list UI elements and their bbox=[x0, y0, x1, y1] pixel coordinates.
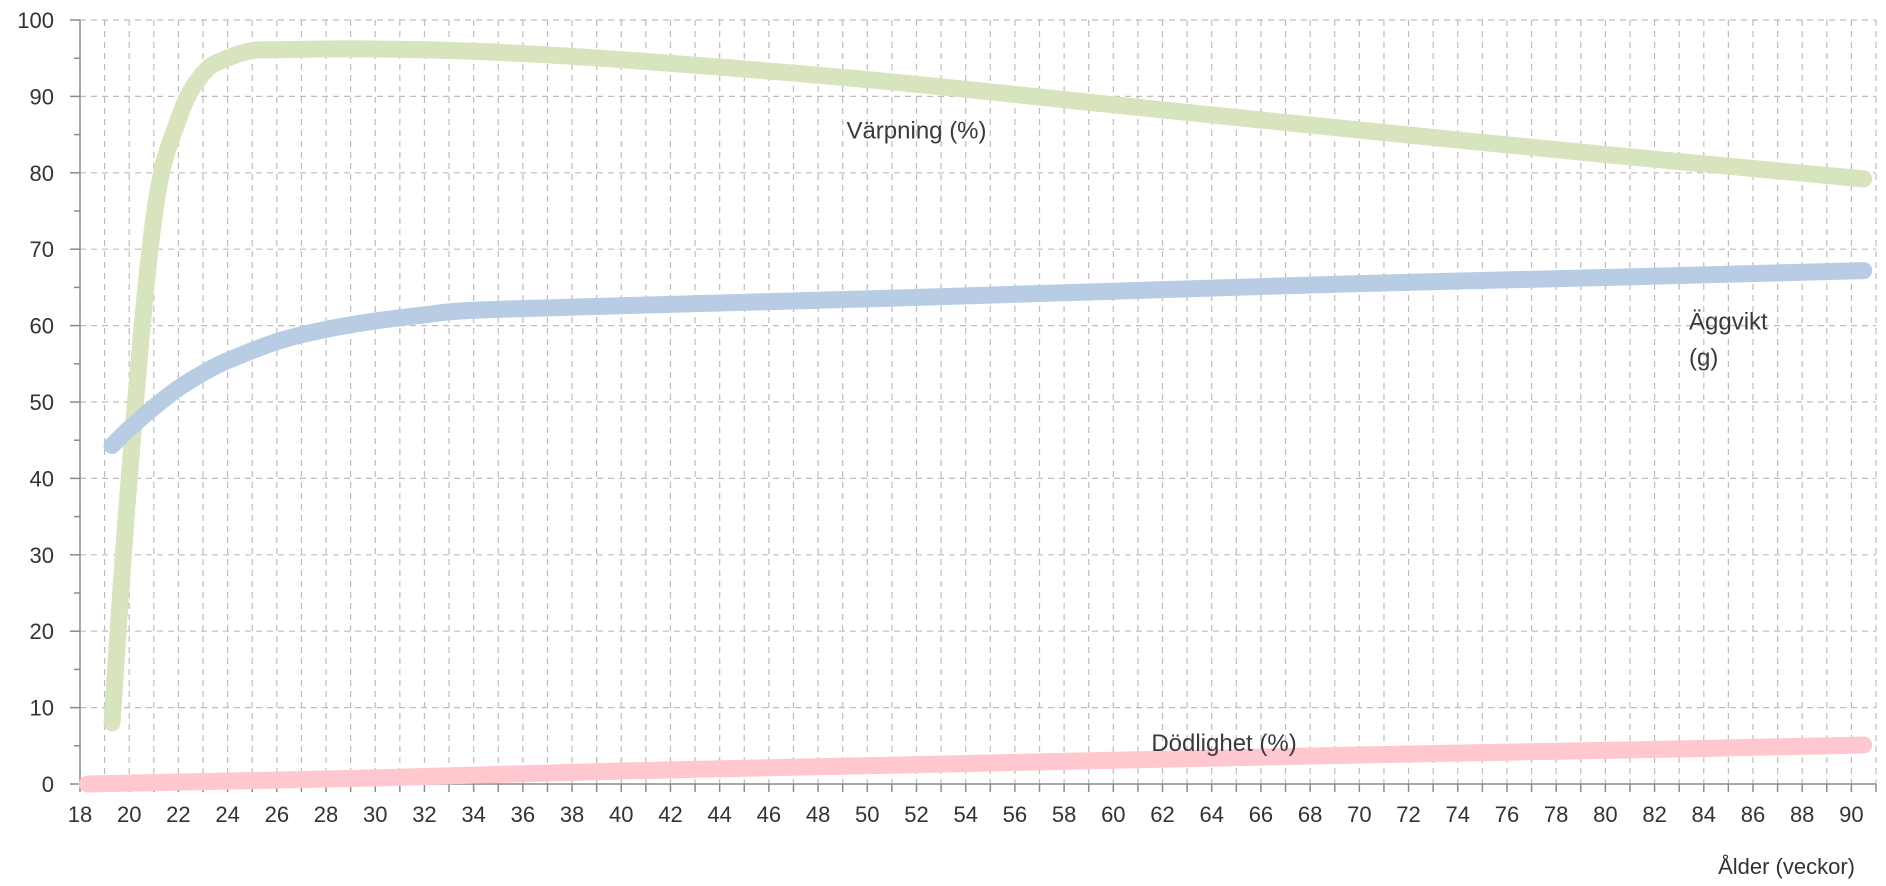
y-tick-label: 10 bbox=[30, 696, 54, 721]
y-tick-label: 100 bbox=[17, 8, 54, 33]
x-tick-label: 72 bbox=[1396, 802, 1420, 827]
x-tick-label: 36 bbox=[511, 802, 535, 827]
x-tick-label: 50 bbox=[855, 802, 879, 827]
x-tick-label: 90 bbox=[1839, 802, 1863, 827]
series-line-dodlighet bbox=[78, 736, 1873, 793]
x-axis-ticks: 18 20 22 24 26 28 30 32 34 36 38 40 42 44 46 48 50 52 54 56… bbox=[68, 784, 1877, 827]
y-axis-ticks: 0 10 20 30 40 50 60 70 80 90 100 bbox=[17, 8, 80, 797]
y-tick-label: 20 bbox=[30, 619, 54, 644]
y-tick-label: 60 bbox=[30, 314, 54, 339]
x-tick-label: 20 bbox=[117, 802, 141, 827]
x-tick-label: 58 bbox=[1052, 802, 1076, 827]
x-tick-label: 42 bbox=[658, 802, 682, 827]
x-tick-label: 62 bbox=[1150, 802, 1174, 827]
x-tick-label: 76 bbox=[1495, 802, 1519, 827]
x-tick-label: 18 bbox=[68, 802, 92, 827]
x-tick-label: 80 bbox=[1593, 802, 1617, 827]
x-tick-label: 54 bbox=[953, 802, 977, 827]
x-tick-label: 22 bbox=[166, 802, 190, 827]
x-tick-label: 70 bbox=[1347, 802, 1371, 827]
series-line-varpning bbox=[103, 40, 1873, 732]
x-tick-label: 60 bbox=[1101, 802, 1125, 827]
x-tick-label: 66 bbox=[1249, 802, 1273, 827]
series-labels: Värpning (%) Dödlighet (%) Äggvikt (g) bbox=[846, 117, 1768, 757]
y-tick-label: 70 bbox=[30, 237, 54, 262]
y-tick-label: 90 bbox=[30, 84, 54, 109]
x-tick-label: 52 bbox=[904, 802, 928, 827]
series-line-aggvikt bbox=[103, 262, 1873, 454]
label-aggvikt: (g) bbox=[1689, 344, 1718, 371]
x-tick-label: 56 bbox=[1003, 802, 1027, 827]
x-tick-label: 40 bbox=[609, 802, 633, 827]
x-tick-label: 24 bbox=[215, 802, 239, 827]
grid bbox=[79, 19, 1877, 784]
x-tick-label: 88 bbox=[1790, 802, 1814, 827]
x-tick-label: 82 bbox=[1642, 802, 1666, 827]
x-tick-label: 64 bbox=[1199, 802, 1223, 827]
x-tick-label: 86 bbox=[1741, 802, 1765, 827]
x-axis-title: Ålder (veckor) bbox=[1718, 854, 1855, 879]
x-tick-label: 46 bbox=[757, 802, 781, 827]
label-dodlighet: Dödlighet (%) bbox=[1151, 730, 1296, 757]
y-tick-label: 0 bbox=[42, 772, 54, 797]
label-varpning: Värpning (%) bbox=[846, 117, 986, 144]
x-tick-label: 38 bbox=[560, 802, 584, 827]
x-tick-label: 84 bbox=[1692, 802, 1716, 827]
y-tick-label: 40 bbox=[30, 466, 54, 491]
x-tick-label: 26 bbox=[265, 802, 289, 827]
x-tick-label: 74 bbox=[1446, 802, 1470, 827]
x-tick-label: 30 bbox=[363, 802, 387, 827]
y-tick-label: 80 bbox=[30, 161, 54, 186]
y-tick-label: 50 bbox=[30, 390, 54, 415]
x-tick-label: 32 bbox=[412, 802, 436, 827]
x-tick-label: 68 bbox=[1298, 802, 1322, 827]
series-lines bbox=[78, 40, 1873, 793]
x-tick-label: 44 bbox=[707, 802, 731, 827]
y-tick-label: 30 bbox=[30, 543, 54, 568]
x-tick-label: 48 bbox=[806, 802, 830, 827]
x-tick-label: 78 bbox=[1544, 802, 1568, 827]
label-aggvikt: Äggvikt bbox=[1689, 308, 1768, 335]
x-tick-label: 34 bbox=[461, 802, 485, 827]
x-tick-label: 28 bbox=[314, 802, 338, 827]
